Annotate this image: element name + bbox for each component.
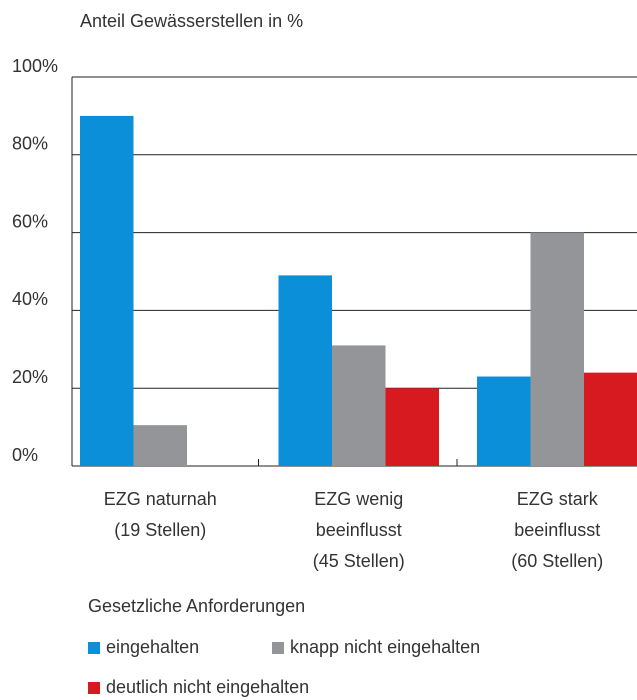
bar [133,425,187,466]
legend-swatch [272,642,284,654]
legend-label: knapp nicht eingehalten [290,637,480,657]
x-tick-label-line: EZG wenig [314,489,403,509]
legend-title: Gesetzliche Anforderungen [88,596,305,616]
legend-swatch [88,642,100,654]
x-tick-label-line: beeinflusst [316,520,402,540]
bar [530,232,584,466]
x-tick-label-line: (19 Stellen) [114,520,206,540]
bar [332,345,386,466]
x-tick-label: EZG stark beeinflusst (60 Stellen) [511,489,603,571]
bar [80,115,134,467]
bar [385,388,439,466]
x-tick-label-line: (60 Stellen) [511,551,603,571]
x-tick-label-line: (45 Stellen) [313,551,405,571]
legend-swatch [88,682,100,694]
x-tick-label-line: EZG stark [517,489,599,509]
y-tick-label: 40% [12,289,48,309]
y-tick-label: 80% [12,134,48,154]
bar [278,275,332,466]
x-tick-label-line: EZG naturnah [104,489,217,509]
x-tick-label-line: beeinflusst [514,520,600,540]
y-tick-label: 0% [12,445,38,465]
y-tick-label: 60% [12,211,48,231]
x-tick-label: EZG naturnah (19 Stellen) [104,489,217,540]
y-tick-label: 100% [12,56,58,76]
bar [584,372,637,466]
legend-label: eingehalten [106,637,199,657]
y-tick-label: 20% [12,367,48,387]
x-tick-label: EZG wenig beeinflusst (45 Stellen) [313,489,405,571]
bar [477,376,531,466]
y-axis-label: Anteil Gewässerstellen in % [80,11,303,31]
legend-label: deutlich nicht eingehalten [106,677,309,697]
